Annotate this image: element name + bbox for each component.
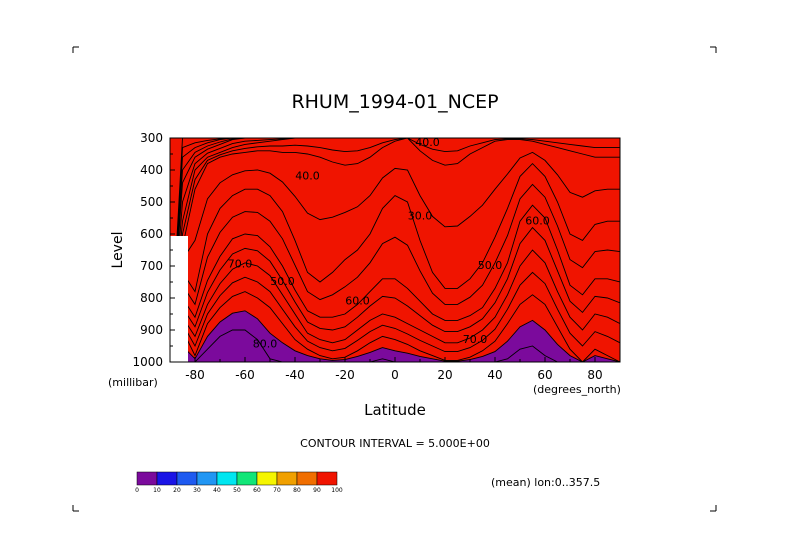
legend-label: 100	[331, 487, 343, 494]
contour-label: 40.0	[415, 136, 440, 149]
contour-line-90	[170, 310, 620, 362]
y-axis: 300 400 500 600 700 800 900 1000	[132, 131, 175, 369]
color-legend: 0 10 20 30 40 50 60 70 80 90 100	[135, 471, 343, 494]
missing-data-region	[170, 236, 188, 362]
legend-swatch	[176, 471, 198, 486]
x-tick-label: 40	[487, 368, 502, 382]
contour-label: 50.0	[270, 275, 295, 288]
contour-line-50	[170, 151, 620, 362]
contour-line-60	[170, 183, 620, 362]
x-tick-label: 60	[537, 368, 552, 382]
x-axis: -80 -60 -40 -20 0 20 40 60 80	[169, 357, 621, 382]
contour-line-30	[170, 138, 620, 362]
legend-label: 80	[293, 487, 301, 494]
contour-line-85	[170, 291, 620, 362]
contour-line-80	[170, 271, 620, 362]
contour-label: 70.0	[228, 258, 253, 271]
x-units-label: (degrees_north)	[533, 383, 621, 396]
legend-swatch	[256, 471, 278, 486]
subset-text: (mean) lon:0..357.5	[491, 476, 600, 489]
contour-line-35	[170, 138, 620, 362]
contour-line-65	[170, 204, 620, 362]
x-tick-label: 80	[587, 368, 602, 382]
y-tick-label: 700	[140, 259, 163, 273]
contour-label: 50.0	[478, 259, 503, 272]
contour-lines	[170, 138, 620, 362]
y-tick-label: 500	[140, 195, 163, 209]
x-tick-label: 20	[437, 368, 452, 382]
x-tick-label: -40	[285, 368, 305, 382]
contour-label: 60.0	[345, 294, 370, 307]
y-tick-label: 800	[140, 291, 163, 305]
contour-label: 30.0	[408, 210, 433, 223]
x-tick-label: 0	[391, 368, 399, 382]
crop-marks	[72, 46, 717, 512]
x-tick-label: -20	[335, 368, 355, 382]
y-tick-label: 400	[140, 163, 163, 177]
x-axis-title: Latitude	[364, 401, 426, 419]
chart-title: RHUM_1994-01_NCEP	[291, 91, 498, 113]
legend-swatch	[276, 471, 298, 486]
legend-label: 40	[213, 487, 221, 494]
x-tick-label: -80	[185, 368, 205, 382]
legend-label: 90	[313, 487, 321, 494]
contour-label: 70.0	[463, 333, 488, 346]
legend-label: 70	[273, 487, 281, 494]
filled-contours	[170, 138, 620, 362]
y-tick-label: 1000	[132, 355, 163, 369]
legend-label: 60	[253, 487, 261, 494]
y-axis-title: Level	[110, 232, 126, 269]
plot-area: 40.0 40.0 30.0 50.0 50.0 60.0 60.0 70.0 70.0 80.0	[169, 136, 621, 363]
contour-line-55	[170, 162, 620, 362]
legend-label: 0	[135, 487, 139, 494]
contour-line-75	[170, 249, 620, 362]
legend-swatch	[196, 471, 218, 486]
contour-band-90-100	[170, 138, 620, 362]
contour-line-70	[170, 226, 620, 362]
legend-swatch	[296, 471, 318, 486]
legend-swatch	[236, 471, 258, 486]
legend-swatch	[316, 471, 338, 486]
legend-swatch	[216, 471, 238, 486]
contour-interval-text: CONTOUR INTERVAL = 5.000E+00	[300, 437, 490, 450]
contour-label: 40.0	[295, 170, 320, 183]
contour-labels: 40.0 40.0 30.0 50.0 50.0 60.0 60.0 70.0 70.0 80.0	[228, 136, 550, 351]
legend-label: 50	[233, 487, 241, 494]
contour-line-45	[170, 138, 620, 362]
contour-line-95	[170, 329, 620, 362]
legend-swatch	[136, 471, 158, 486]
legend-label: 10	[153, 487, 161, 494]
y-units-label: (millibar)	[108, 376, 158, 389]
contour-label: 80.0	[253, 338, 278, 351]
x-tick-label: -60	[235, 368, 255, 382]
legend-label: 20	[173, 487, 181, 494]
y-tick-label: 900	[140, 323, 163, 337]
contour-line-40	[170, 138, 620, 362]
legend-swatch	[156, 471, 178, 486]
contour-label: 60.0	[525, 214, 550, 227]
y-tick-label: 300	[140, 131, 163, 145]
y-tick-label: 600	[140, 227, 163, 241]
legend-label: 30	[193, 487, 201, 494]
